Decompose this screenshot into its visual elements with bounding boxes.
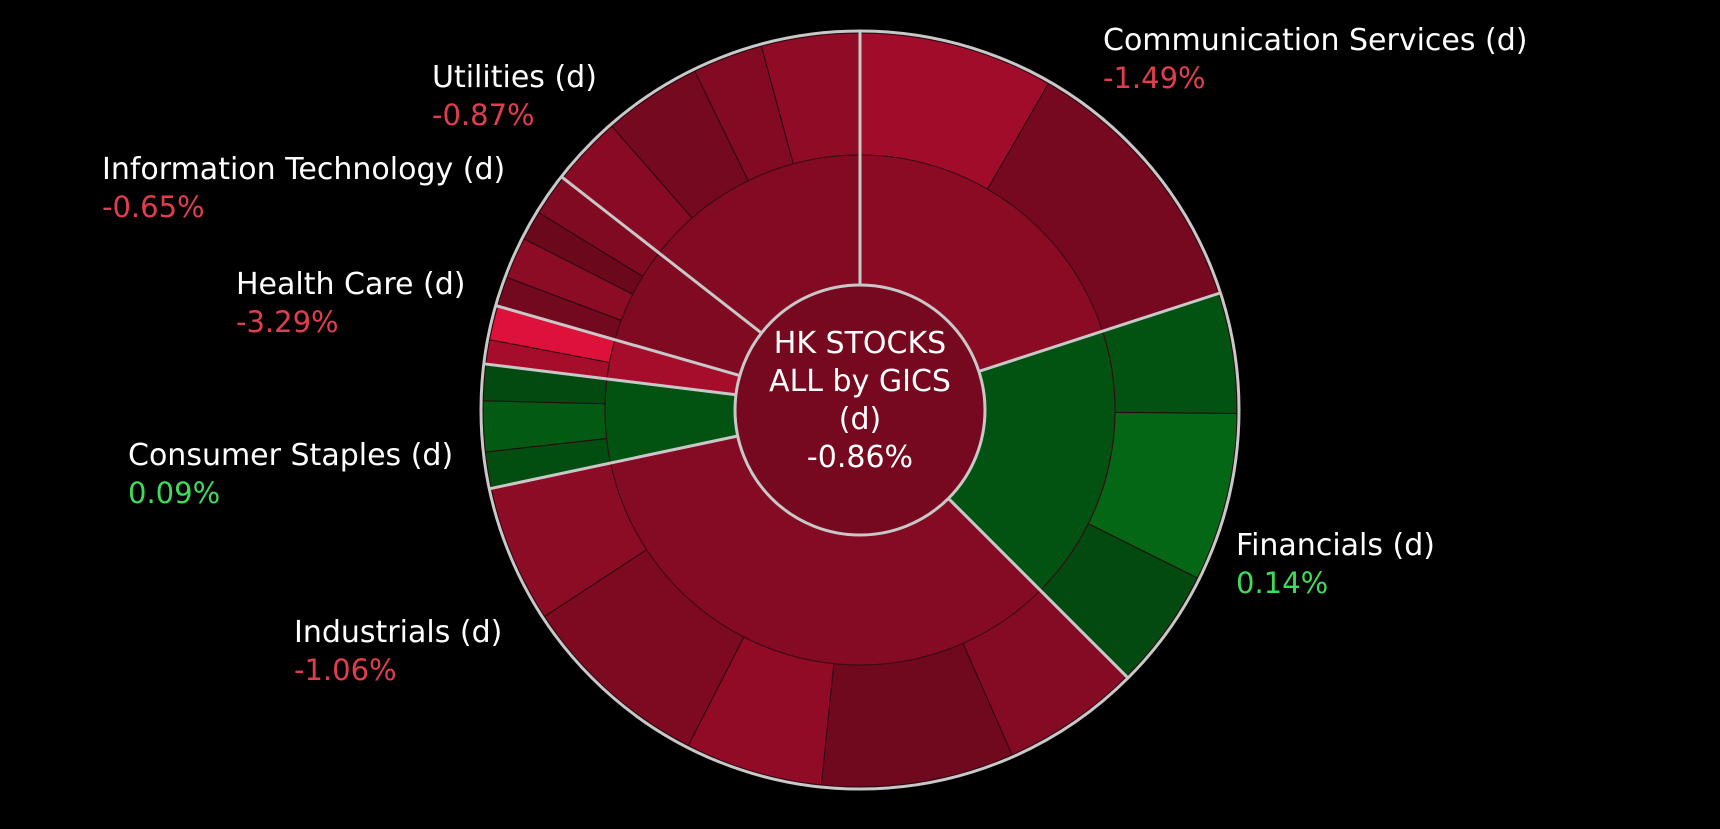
outer-border (479, 29, 1241, 791)
label-financials[interactable]: Financials (d) 0.14% (1236, 527, 1435, 601)
label-communication-services[interactable]: Communication Services (d) -1.49% (1103, 22, 1527, 96)
sector-separator (947, 497, 1130, 680)
sector-separator (495, 304, 741, 377)
sector-change: -0.65% (102, 189, 205, 224)
sector-name: Health Care (d) (236, 267, 466, 302)
sector-change: -1.49% (1103, 60, 1206, 95)
sector-change: 0.09% (128, 475, 221, 510)
center-change: -0.86% (806, 440, 914, 475)
sector-separators (483, 31, 1221, 680)
label-utilities[interactable]: Utilities (d) -0.87% (432, 59, 597, 133)
sector-name: Utilities (d) (432, 60, 597, 95)
sector-separator (483, 362, 737, 397)
sector-change: -3.29% (236, 304, 339, 339)
center-label: HK STOCKS ALL by GICS (d) -0.86% (735, 325, 985, 477)
sector-name: Consumer Staples (d) (128, 438, 454, 473)
label-health-care[interactable]: Health Care (d) -3.29% (236, 266, 466, 340)
label-information-technology[interactable]: Information Technology (d) -0.65% (102, 151, 505, 225)
outer-ring (482, 32, 1238, 788)
sector-name: Communication Services (d) (1103, 23, 1528, 58)
label-consumer-staples[interactable]: Consumer Staples (d) 0.09% (128, 437, 453, 511)
sector-name: Industrials (d) (294, 615, 503, 650)
sector-separator (560, 175, 763, 335)
sector-change: -1.06% (294, 652, 397, 687)
sector-change: -0.87% (432, 97, 535, 132)
sector-name: Information Technology (d) (102, 152, 506, 187)
sector-name: Financials (d) (1236, 528, 1435, 563)
center-disc (733, 283, 987, 537)
middle-ring (604, 154, 1116, 666)
label-industrials[interactable]: Industrials (d) -1.06% (294, 614, 502, 688)
sector-change: 0.14% (1236, 565, 1329, 600)
center-title: HK STOCKS ALL by GICS (d) (769, 326, 951, 437)
sector-separator (978, 291, 1221, 373)
sector-separator (488, 434, 739, 491)
